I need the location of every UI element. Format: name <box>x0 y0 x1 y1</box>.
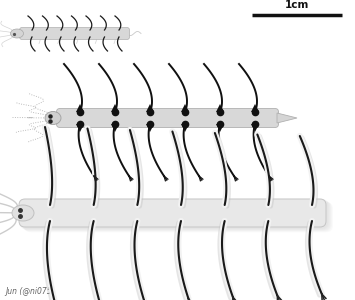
Ellipse shape <box>11 29 23 38</box>
Polygon shape <box>111 124 119 132</box>
Text: 1cm: 1cm <box>285 0 309 10</box>
Polygon shape <box>76 104 84 112</box>
FancyBboxPatch shape <box>19 199 328 229</box>
Polygon shape <box>146 104 154 112</box>
Polygon shape <box>181 104 189 112</box>
Polygon shape <box>181 124 189 132</box>
FancyBboxPatch shape <box>20 200 329 230</box>
FancyBboxPatch shape <box>56 109 279 128</box>
FancyBboxPatch shape <box>21 200 330 230</box>
FancyBboxPatch shape <box>19 199 326 227</box>
Text: Jun (@ni075): Jun (@ni075) <box>5 287 55 296</box>
Polygon shape <box>146 124 154 132</box>
FancyBboxPatch shape <box>22 201 331 231</box>
FancyBboxPatch shape <box>23 202 332 232</box>
Polygon shape <box>251 124 259 132</box>
FancyBboxPatch shape <box>24 202 333 232</box>
FancyBboxPatch shape <box>20 28 130 40</box>
Ellipse shape <box>45 112 61 124</box>
Polygon shape <box>111 104 119 112</box>
Polygon shape <box>216 124 224 132</box>
Polygon shape <box>251 104 259 112</box>
Polygon shape <box>76 124 84 132</box>
Ellipse shape <box>12 205 34 221</box>
Polygon shape <box>216 104 224 112</box>
Polygon shape <box>277 113 297 123</box>
